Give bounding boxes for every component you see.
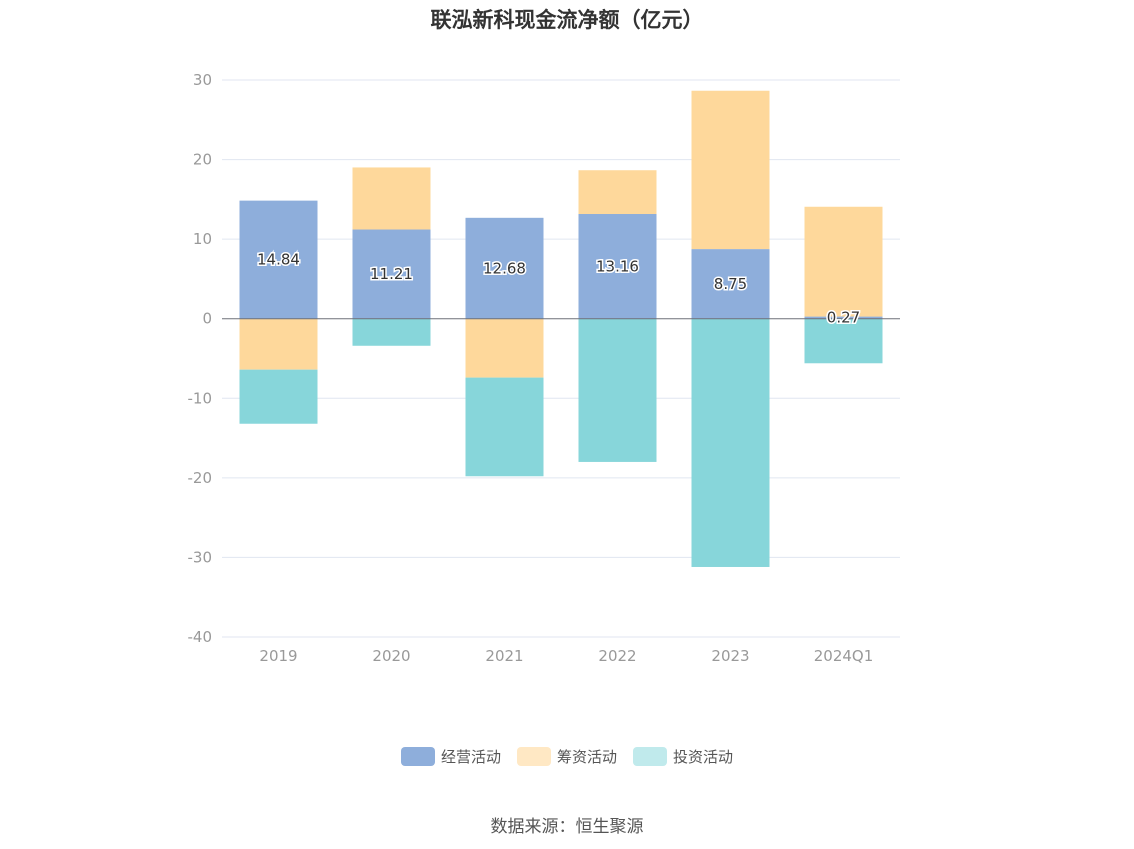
- legend-label-investing: 投资活动: [673, 748, 734, 766]
- y-tick-label: -20: [188, 469, 213, 487]
- data-label: 14.84: [257, 251, 300, 269]
- data-label: 0.27: [827, 309, 860, 327]
- data-label: 13.16: [596, 257, 639, 275]
- bar-2024Q1-投资活动[interactable]: [804, 318, 883, 364]
- x-tick-label: 2021: [485, 647, 523, 665]
- legend-item-operating[interactable]: 经营活动: [400, 746, 501, 767]
- chart-title: 联泓新科现金流净额（亿元）: [430, 8, 704, 32]
- y-tick-label: -10: [188, 389, 213, 407]
- bar-2019-筹资活动[interactable]: [239, 318, 318, 370]
- bar-2024Q1-经营活动[interactable]: [804, 316, 883, 319]
- bar-2022-经营活动[interactable]: [578, 213, 657, 319]
- legend: 经营活动 筹资活动 投资活动: [0, 746, 1134, 767]
- x-tick-label: 2023: [711, 647, 749, 665]
- gridlines: [222, 79, 900, 638]
- data-label: 8.75: [714, 275, 747, 293]
- legend-swatch-investing: [633, 747, 667, 766]
- bar-2021-经营活动[interactable]: [465, 217, 544, 319]
- legend-item-financing[interactable]: 筹资活动: [516, 746, 617, 767]
- bar-2019-经营活动[interactable]: [239, 200, 318, 319]
- bar-2023-经营活动[interactable]: [691, 249, 770, 319]
- bar-2022-投资活动[interactable]: [578, 318, 657, 462]
- bar-2022-筹资活动[interactable]: [578, 170, 657, 214]
- y-tick-label: 10: [193, 230, 212, 248]
- bar-2023-筹资活动[interactable]: [691, 90, 770, 250]
- data-label: 11.21: [370, 265, 413, 283]
- x-tick-label: 2019: [259, 647, 297, 665]
- legend-swatch-financing: [516, 747, 551, 766]
- bar-2024Q1-筹资活动[interactable]: [804, 206, 883, 317]
- x-axis-ticks: 2019 2020 2021 2022 2023 2024Q1: [259, 647, 873, 665]
- bar-2023-投资活动[interactable]: [691, 318, 770, 567]
- x-tick-label: 2020: [372, 647, 410, 665]
- y-tick-label: 30: [193, 71, 212, 89]
- x-tick-label: 2024Q1: [814, 647, 874, 665]
- y-tick-label: 20: [193, 151, 212, 169]
- bar-2020-筹资活动[interactable]: [352, 167, 431, 230]
- legend-label-operating: 经营活动: [440, 748, 501, 766]
- legend-item-investing[interactable]: 投资活动: [633, 746, 733, 767]
- bar-2021-投资活动[interactable]: [465, 377, 544, 477]
- legend-swatch-operating: [400, 747, 435, 766]
- y-axis-ticks: 30 20 10 0 -10 -20 -30 -40: [188, 71, 213, 646]
- data-source: 数据来源：恒生聚源: [490, 817, 644, 837]
- bar-2020-经营活动[interactable]: [352, 229, 431, 319]
- y-tick-label: -30: [188, 548, 213, 566]
- legend-label-financing: 筹资活动: [556, 748, 617, 766]
- data-labels: 14.84 11.21 12.68 13.16 8.75 0.27: [256, 249, 862, 328]
- bar-2019-投资活动[interactable]: [239, 369, 318, 424]
- data-label: 12.68: [483, 259, 526, 277]
- bar-2021-筹资活动[interactable]: [465, 318, 544, 378]
- bars: [239, 90, 883, 567]
- bar-2020-投资活动[interactable]: [352, 318, 431, 346]
- y-tick-label: -40: [188, 628, 213, 646]
- y-tick-label: 0: [202, 310, 212, 328]
- x-tick-label: 2022: [598, 647, 636, 665]
